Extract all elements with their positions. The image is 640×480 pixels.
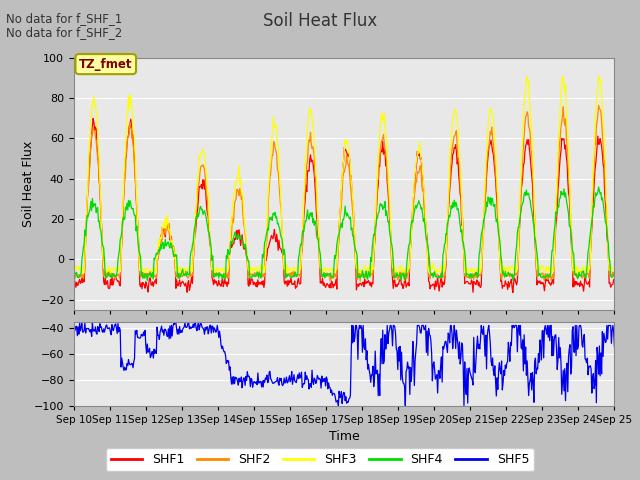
- Text: No data for f_SHF_2: No data for f_SHF_2: [6, 26, 123, 39]
- Text: TZ_fmet: TZ_fmet: [79, 58, 132, 71]
- Legend: SHF1, SHF2, SHF3, SHF4, SHF5: SHF1, SHF2, SHF3, SHF4, SHF5: [106, 448, 534, 471]
- Y-axis label: Soil Heat Flux: Soil Heat Flux: [22, 141, 35, 227]
- Text: Soil Heat Flux: Soil Heat Flux: [263, 12, 377, 30]
- Text: No data for f_SHF_1: No data for f_SHF_1: [6, 12, 123, 25]
- X-axis label: Time: Time: [328, 430, 360, 443]
